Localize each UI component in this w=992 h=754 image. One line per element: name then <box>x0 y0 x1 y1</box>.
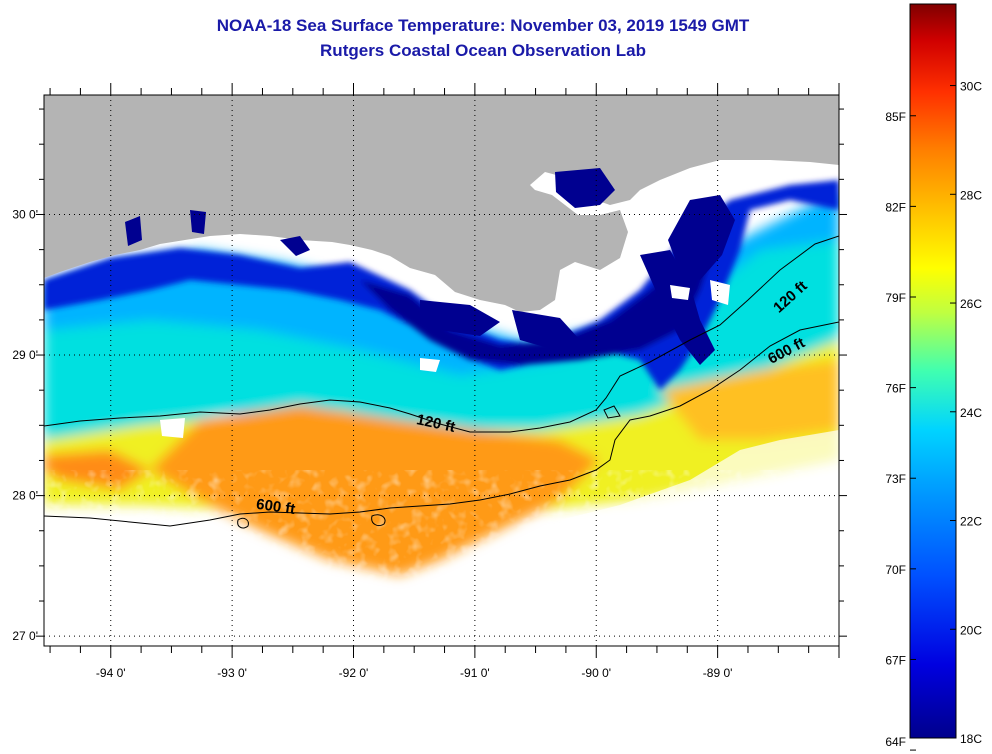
map-frame <box>43 94 840 647</box>
map-title: NOAA-18 Sea Surface Temperature: Novembe… <box>216 16 750 35</box>
celsius-label: 24C <box>960 406 982 420</box>
colorbar <box>909 3 957 739</box>
celsius-label: 30C <box>960 80 982 94</box>
lon-label: -90 0' <box>581 666 611 680</box>
fahrenheit-label: 73F <box>885 472 906 486</box>
marsh-areas <box>125 168 735 365</box>
cloud-cover <box>44 430 839 646</box>
colorbar-fahrenheit-labels: 85F 82F 79F 76F 73F 70F 67F 64F <box>885 110 906 749</box>
lat-label: 28 0' <box>12 489 38 503</box>
map-subtitle: Rutgers Coastal Ocean Observation Lab <box>320 41 646 60</box>
lat-label: 29 0' <box>12 348 38 362</box>
lon-label: -93 0' <box>217 666 247 680</box>
fahrenheit-label: 64F <box>885 735 906 749</box>
celsius-label: 18C <box>960 732 982 746</box>
longitude-labels: -94 0' -93 0' -92 0' -91 0' -90 0' -89 0' <box>96 666 733 680</box>
lon-label: -92 0' <box>339 666 369 680</box>
fahrenheit-label: 67F <box>885 653 906 667</box>
fahrenheit-label: 70F <box>885 563 906 577</box>
isobath-120ft <box>44 235 839 433</box>
fahrenheit-label: 76F <box>885 382 906 396</box>
land-area <box>44 95 839 312</box>
celsius-label: 20C <box>960 623 982 637</box>
celsius-label: 26C <box>960 297 982 311</box>
celsius-label: 28C <box>960 188 982 202</box>
lat-label: 30 0' <box>12 207 38 221</box>
graticule <box>44 95 839 646</box>
lon-label: -89 0' <box>703 666 733 680</box>
lat-label: 27 0' <box>12 629 38 643</box>
colorbar-ticks <box>910 85 956 751</box>
fahrenheit-label: 82F <box>885 200 906 214</box>
fahrenheit-label: 79F <box>885 291 906 305</box>
fahrenheit-label: 85F <box>885 110 906 124</box>
lon-label: -94 0' <box>96 666 126 680</box>
isobath-600ft <box>44 321 839 527</box>
celsius-label: 22C <box>960 515 982 529</box>
lon-label: -91 0' <box>460 666 490 680</box>
colorbar-celsius-labels: 30C 28C 26C 24C 22C 20C 18C <box>960 80 982 746</box>
axis-ticks <box>36 83 847 658</box>
latitude-labels: 30 0' 29 0' 28 0' 27 0' <box>12 207 38 643</box>
sst-imagery <box>44 95 839 646</box>
isobath-contours <box>44 235 839 529</box>
isobath-label-600-west: 600 ft <box>255 496 296 518</box>
